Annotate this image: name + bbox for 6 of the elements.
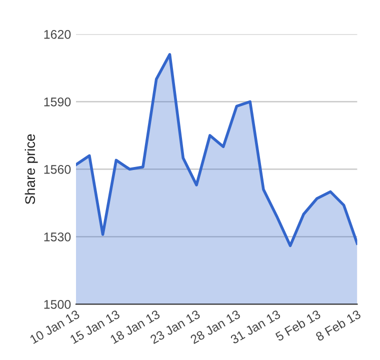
y-tick-label: 1500 (44, 300, 71, 309)
y-tick-label: 1560 (44, 165, 71, 174)
y-tick-label: 1590 (44, 98, 71, 106)
y-axis-title: Share price (24, 134, 38, 204)
y-tick-label: 1530 (44, 232, 71, 242)
y-tick-label: 1620 (44, 30, 71, 39)
